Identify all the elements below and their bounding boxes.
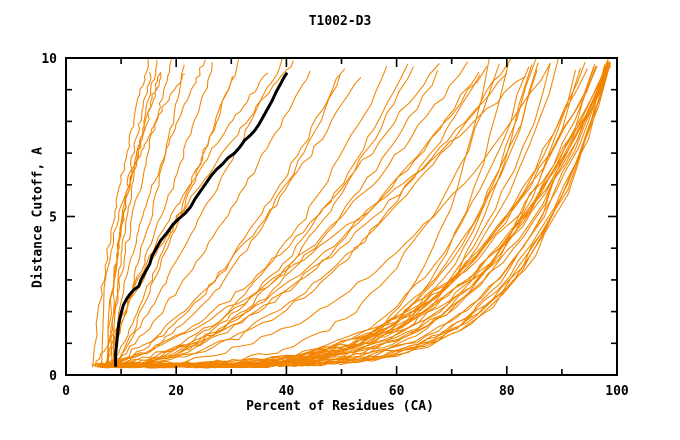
background-series-layer [91, 57, 611, 369]
svg-text:80: 80 [499, 384, 515, 399]
svg-text:10: 10 [41, 52, 57, 67]
svg-text:40: 40 [279, 384, 295, 399]
svg-text:0: 0 [62, 384, 70, 399]
svg-text:100: 100 [605, 384, 629, 399]
svg-text:20: 20 [168, 384, 184, 399]
svg-text:0: 0 [49, 369, 57, 384]
highlight-series-layer [114, 72, 288, 367]
x-axis-label: Percent of Residues (CA) [246, 399, 434, 414]
svg-text:5: 5 [49, 211, 57, 226]
page-title: T1002-D3 [308, 14, 372, 29]
axis-layer [65, 57, 618, 376]
tick-label-layer: 0 20 40 60 80 100 0 5 10 [41, 52, 629, 399]
svg-text:60: 60 [389, 384, 405, 399]
